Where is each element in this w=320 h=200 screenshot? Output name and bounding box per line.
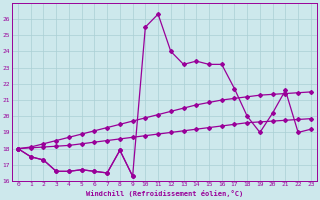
X-axis label: Windchill (Refroidissement éolien,°C): Windchill (Refroidissement éolien,°C): [86, 190, 243, 197]
